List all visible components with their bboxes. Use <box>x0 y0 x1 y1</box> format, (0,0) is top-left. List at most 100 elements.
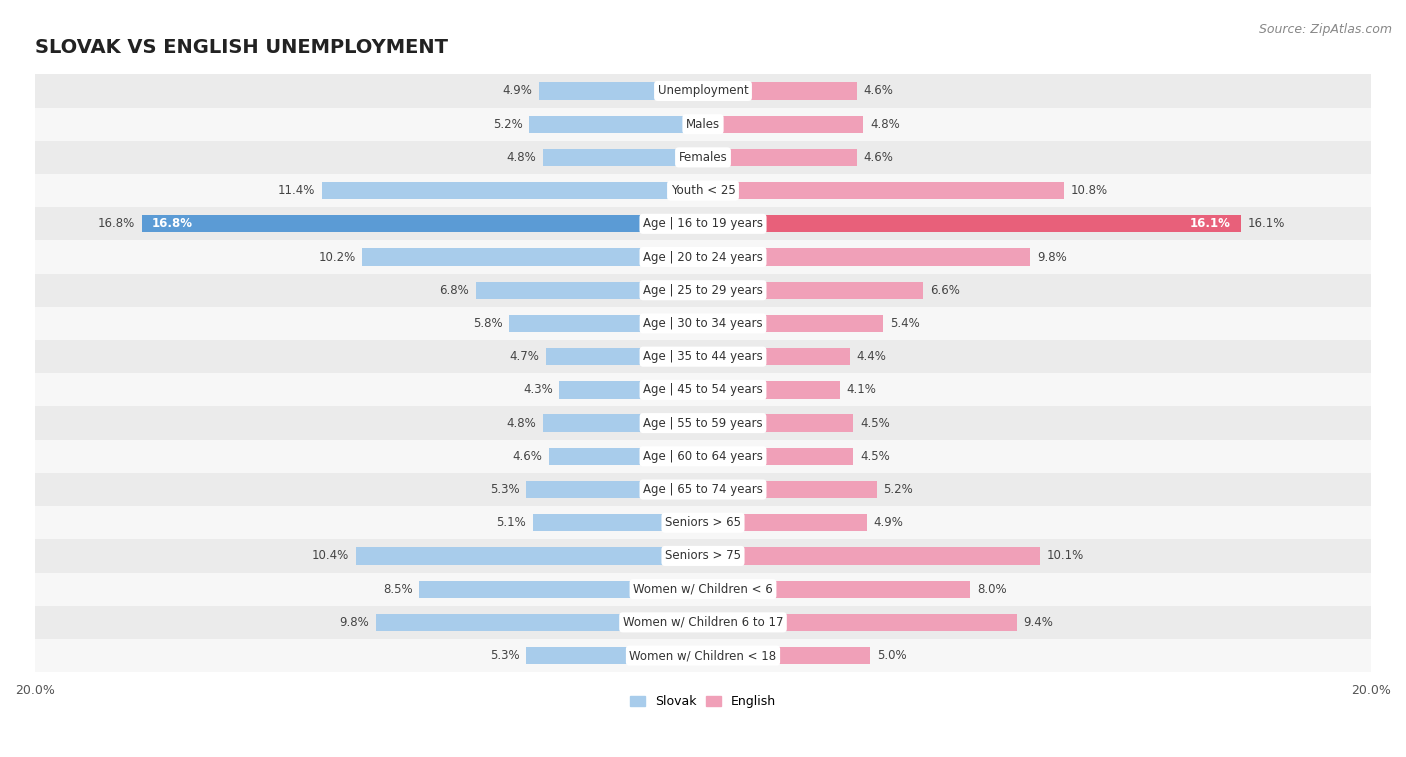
Bar <box>35 506 1371 539</box>
Bar <box>35 340 1371 373</box>
Text: 5.2%: 5.2% <box>494 117 523 131</box>
Bar <box>35 606 1371 639</box>
Bar <box>35 174 1371 207</box>
Text: 5.3%: 5.3% <box>489 483 519 496</box>
Text: Unemployment: Unemployment <box>658 85 748 98</box>
Text: 4.7%: 4.7% <box>509 350 540 363</box>
Text: 10.8%: 10.8% <box>1070 184 1108 197</box>
Bar <box>35 572 1371 606</box>
Text: 4.8%: 4.8% <box>870 117 900 131</box>
Text: 4.5%: 4.5% <box>860 450 890 463</box>
Bar <box>540 83 703 100</box>
Bar <box>356 547 703 565</box>
Text: 6.6%: 6.6% <box>931 284 960 297</box>
Bar <box>35 407 1371 440</box>
Text: Age | 60 to 64 years: Age | 60 to 64 years <box>643 450 763 463</box>
Text: Seniors > 75: Seniors > 75 <box>665 550 741 562</box>
Bar <box>703 547 1040 565</box>
Bar <box>703 514 866 531</box>
Text: 4.6%: 4.6% <box>863 151 893 164</box>
Text: Age | 45 to 54 years: Age | 45 to 54 years <box>643 383 763 397</box>
Text: Source: ZipAtlas.com: Source: ZipAtlas.com <box>1258 23 1392 36</box>
Bar <box>475 282 703 299</box>
Text: 4.9%: 4.9% <box>873 516 903 529</box>
Bar <box>509 315 703 332</box>
Bar <box>703 481 877 498</box>
Bar <box>703 581 970 598</box>
Bar <box>35 74 1371 107</box>
Text: 9.8%: 9.8% <box>1038 251 1067 263</box>
Bar <box>533 514 703 531</box>
Bar <box>560 382 703 398</box>
Text: 10.2%: 10.2% <box>318 251 356 263</box>
Text: 9.8%: 9.8% <box>339 616 368 629</box>
Bar <box>703 647 870 664</box>
Bar <box>526 481 703 498</box>
Bar <box>35 207 1371 241</box>
Text: 4.3%: 4.3% <box>523 383 553 397</box>
Bar <box>529 116 703 132</box>
Text: 10.4%: 10.4% <box>312 550 349 562</box>
Text: 8.5%: 8.5% <box>382 583 412 596</box>
Text: 16.8%: 16.8% <box>98 217 135 230</box>
Text: 4.6%: 4.6% <box>863 85 893 98</box>
Text: Age | 30 to 34 years: Age | 30 to 34 years <box>643 317 763 330</box>
Bar <box>703 614 1017 631</box>
Text: Age | 55 to 59 years: Age | 55 to 59 years <box>643 416 763 429</box>
Text: 4.8%: 4.8% <box>506 416 536 429</box>
Text: Females: Females <box>679 151 727 164</box>
Text: 4.6%: 4.6% <box>513 450 543 463</box>
Bar <box>526 647 703 664</box>
Text: 16.8%: 16.8% <box>152 217 193 230</box>
Bar <box>703 215 1240 232</box>
Text: 9.4%: 9.4% <box>1024 616 1053 629</box>
Bar <box>35 473 1371 506</box>
Text: 5.8%: 5.8% <box>472 317 502 330</box>
Bar <box>703 382 839 398</box>
Bar <box>35 241 1371 273</box>
Bar <box>35 307 1371 340</box>
Bar <box>550 447 703 465</box>
Bar <box>363 248 703 266</box>
Text: 5.3%: 5.3% <box>489 649 519 662</box>
Bar <box>35 107 1371 141</box>
Bar <box>543 149 703 166</box>
Bar <box>703 248 1031 266</box>
Bar <box>703 282 924 299</box>
Bar <box>703 116 863 132</box>
Text: Youth < 25: Youth < 25 <box>671 184 735 197</box>
Text: Age | 25 to 29 years: Age | 25 to 29 years <box>643 284 763 297</box>
Bar <box>35 273 1371 307</box>
Text: 4.9%: 4.9% <box>503 85 533 98</box>
Bar <box>142 215 703 232</box>
Text: Age | 35 to 44 years: Age | 35 to 44 years <box>643 350 763 363</box>
Text: 10.1%: 10.1% <box>1047 550 1084 562</box>
Text: SLOVAK VS ENGLISH UNEMPLOYMENT: SLOVAK VS ENGLISH UNEMPLOYMENT <box>35 38 449 57</box>
Text: 5.2%: 5.2% <box>883 483 912 496</box>
Text: Males: Males <box>686 117 720 131</box>
Text: 8.0%: 8.0% <box>977 583 1007 596</box>
Bar <box>546 348 703 366</box>
Bar <box>703 149 856 166</box>
Text: Age | 65 to 74 years: Age | 65 to 74 years <box>643 483 763 496</box>
Bar <box>703 414 853 431</box>
Bar <box>35 373 1371 407</box>
Bar <box>35 440 1371 473</box>
Bar <box>35 141 1371 174</box>
Text: 16.1%: 16.1% <box>1247 217 1285 230</box>
Bar <box>322 182 703 199</box>
Bar <box>543 414 703 431</box>
Bar <box>703 315 883 332</box>
Text: 16.1%: 16.1% <box>1189 217 1230 230</box>
Text: 4.5%: 4.5% <box>860 416 890 429</box>
Text: 5.0%: 5.0% <box>877 649 907 662</box>
Bar <box>703 83 856 100</box>
Text: 5.4%: 5.4% <box>890 317 920 330</box>
Legend: Slovak, English: Slovak, English <box>624 690 782 713</box>
Bar <box>375 614 703 631</box>
Bar <box>703 348 851 366</box>
Bar <box>35 639 1371 672</box>
Text: 5.1%: 5.1% <box>496 516 526 529</box>
Text: Seniors > 65: Seniors > 65 <box>665 516 741 529</box>
Bar <box>35 539 1371 572</box>
